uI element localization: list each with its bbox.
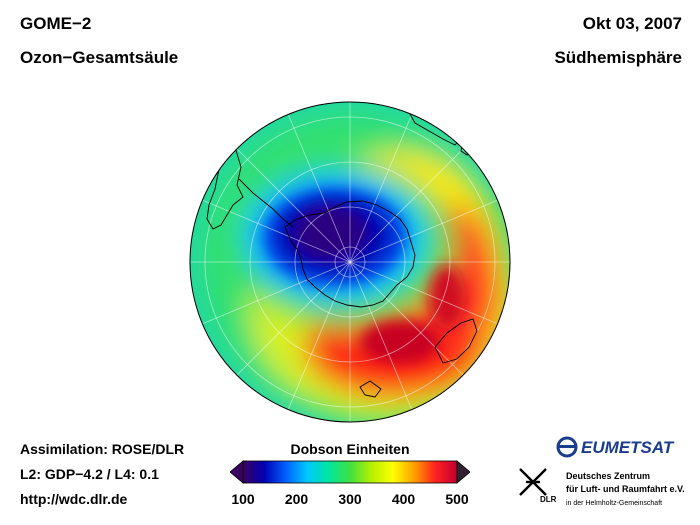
colorbar-tick-200: 200	[284, 491, 309, 507]
colorbar	[229, 459, 471, 485]
ozone-field	[190, 102, 510, 422]
dlr-label: DLR	[540, 495, 557, 504]
ozone-map-svg	[189, 101, 511, 423]
colorbar-tick-500: 500	[445, 491, 469, 507]
eumetsat-wordmark: EUMETSAT	[581, 438, 675, 457]
date-label: Okt 03, 2007	[582, 14, 682, 33]
dlr-line3: in der Helmholtz-Gemeinschaft	[566, 500, 662, 507]
colorbar-tick-400: 400	[391, 491, 416, 507]
dlr-line1: Deutsches Zentrum	[566, 471, 650, 481]
url-label: http://wdc.dlr.de	[20, 491, 128, 507]
product-title: Ozon−Gesamtsäule	[20, 48, 179, 67]
assimilation-label: Assimilation: ROSE/DLR	[20, 441, 185, 457]
colorbar-svg	[229, 460, 471, 484]
colorbar-min-arrow	[229, 460, 244, 484]
graticule	[190, 102, 510, 422]
colorbar-tick-100: 100	[231, 491, 255, 507]
colorbar-title: Dobson Einheiten	[290, 441, 410, 457]
colorbar-tick-300: 300	[338, 491, 362, 507]
instrument-title: GOME−2	[20, 14, 92, 33]
ozone-map	[185, 97, 515, 427]
colorbar-max-arrow	[456, 460, 471, 484]
colorbar-gradient	[242, 460, 458, 484]
map-border	[189, 101, 511, 423]
version-label: L2: GDP−4.2 / L4: 0.1	[20, 466, 159, 482]
eumetsat-logo: EUMETSAT	[556, 434, 686, 460]
dlr-line2: für Luft- und Raumfahrt e.V.	[566, 484, 685, 494]
region-label: Südhemisphäre	[554, 48, 682, 67]
dlr-logo: DLR Deutsches Zentrum für Luft- und Raum…	[516, 465, 696, 515]
